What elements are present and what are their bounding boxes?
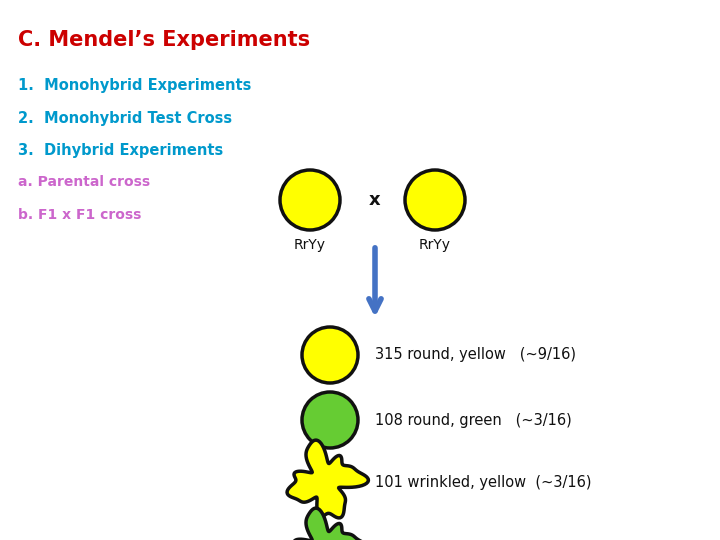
- Text: 315 round, yellow   (~9/16): 315 round, yellow (~9/16): [375, 348, 576, 362]
- Text: 2.  Monohybrid Test Cross: 2. Monohybrid Test Cross: [18, 111, 232, 126]
- Circle shape: [405, 170, 465, 230]
- Text: 101 wrinkled, yellow  (~3/16): 101 wrinkled, yellow (~3/16): [375, 475, 592, 489]
- Text: b. F1 x F1 cross: b. F1 x F1 cross: [18, 208, 141, 222]
- Text: C. Mendel’s Experiments: C. Mendel’s Experiments: [18, 30, 310, 50]
- Text: a. Parental cross: a. Parental cross: [18, 176, 150, 190]
- Text: 108 round, green   (~3/16): 108 round, green (~3/16): [375, 413, 572, 428]
- Circle shape: [302, 327, 358, 383]
- Polygon shape: [287, 440, 369, 518]
- Circle shape: [280, 170, 340, 230]
- Text: RrYy: RrYy: [294, 238, 326, 252]
- Text: 1.  Monohybrid Experiments: 1. Monohybrid Experiments: [18, 78, 251, 93]
- Text: RrYy: RrYy: [419, 238, 451, 252]
- Polygon shape: [287, 508, 369, 540]
- Text: 3.  Dihybrid Experiments: 3. Dihybrid Experiments: [18, 143, 223, 158]
- Text: x: x: [369, 191, 381, 209]
- Circle shape: [302, 392, 358, 448]
